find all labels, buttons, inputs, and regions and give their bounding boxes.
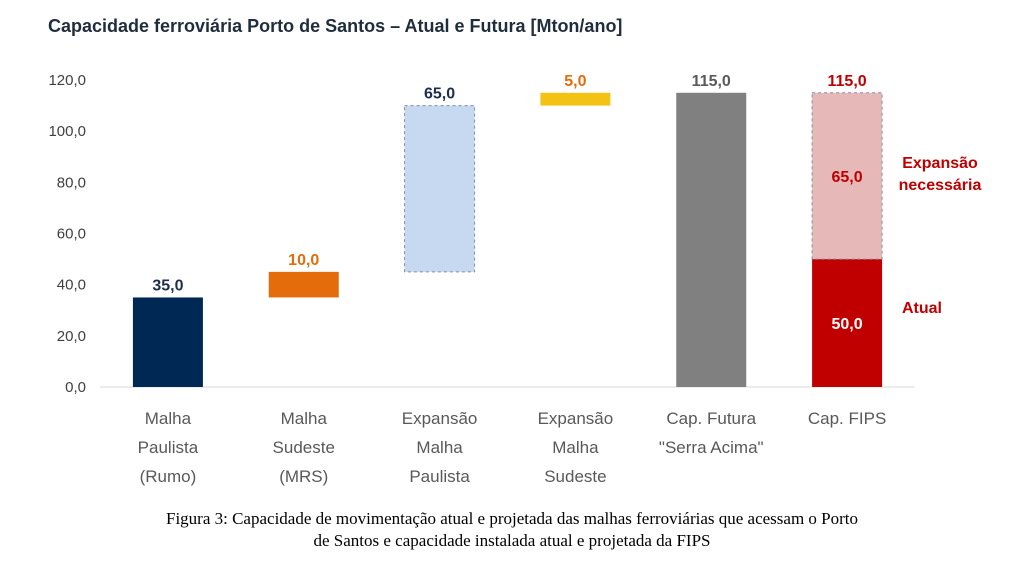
x-tick-label: Malha [416, 438, 463, 457]
stacked-segment [811, 92, 883, 260]
x-tick-label: Malha [281, 409, 328, 428]
data-label: 5,0 [564, 73, 586, 90]
x-tick-label: Sudeste [544, 467, 606, 486]
annotation-label: Expansão [902, 155, 978, 172]
x-tick-label: Expansão [538, 409, 614, 428]
x-tick-label: (MRS) [279, 467, 328, 486]
x-tick-label: (Rumo) [140, 467, 197, 486]
segment-label: 50,0 [832, 316, 863, 333]
bar [132, 297, 203, 387]
stacked-segment [812, 259, 883, 387]
x-tick-label: Sudeste [273, 438, 335, 457]
x-tick-label: Malha [145, 409, 192, 428]
y-tick-label: 100,0 [48, 123, 86, 140]
bar [676, 92, 747, 388]
x-tick-label: Cap. Futura [666, 409, 756, 428]
y-tick-label: 80,0 [57, 174, 86, 191]
x-tick-label: Malha [552, 438, 599, 457]
data-label: 35,0 [152, 277, 183, 294]
bar [404, 105, 476, 273]
total-label: 115,0 [828, 73, 867, 90]
x-tick-label: Paulista [138, 438, 199, 457]
caption-line-1: Figura 3: Capacidade de movimentação atu… [165, 509, 859, 528]
y-tick-label: 60,0 [57, 226, 86, 243]
caption-line-2: de Santos e capacidade instalada atual e… [313, 531, 711, 550]
x-tick-label: Paulista [409, 467, 470, 486]
y-tick-label: 0,0 [65, 379, 86, 396]
chart-title: Capacidade ferroviária Porto de Santos –… [48, 16, 623, 36]
bar [268, 271, 339, 298]
segment-label: 65,0 [832, 169, 863, 186]
y-tick-label: 20,0 [57, 328, 86, 345]
data-label: 10,0 [288, 252, 319, 269]
data-label: 115,0 [692, 73, 731, 90]
y-tick-label: 120,0 [48, 72, 86, 89]
bar-chart: 0,0 20,0 40,0 60,0 80,0 100,0 120,0 35,0 10,0 65,… [48, 72, 982, 486]
data-label: 65,0 [424, 86, 455, 103]
annotation-label: Atual [902, 300, 942, 317]
bar [540, 92, 611, 106]
x-tick-label: "Serra Acima" [659, 438, 764, 457]
annotation-label: necessária [899, 177, 982, 194]
x-tick-label: Expansão [402, 409, 478, 428]
x-tick-label: Cap. FIPS [808, 409, 886, 428]
figure-caption: Figura 3: Capacidade de movimentação atu… [40, 508, 984, 552]
y-tick-label: 40,0 [57, 277, 86, 294]
